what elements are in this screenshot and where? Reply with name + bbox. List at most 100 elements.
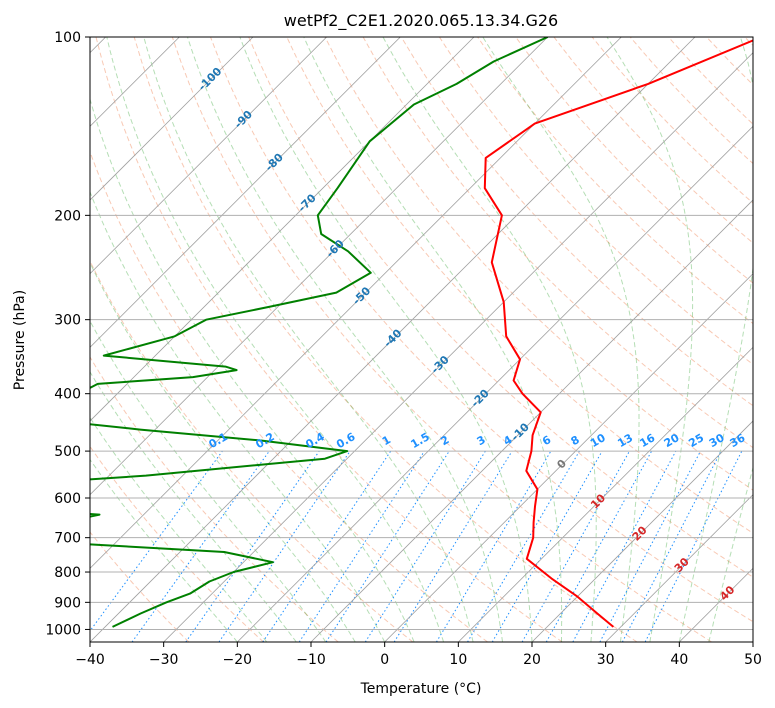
x-tick-label: −20 <box>223 652 253 668</box>
dry-adiabat-line <box>90 445 264 642</box>
moist-adiabat-line <box>239 37 533 642</box>
mixing-ratio-label: 1 <box>380 433 393 448</box>
mixing-ratio-line <box>364 450 486 642</box>
mixing-ratio-label: 20 <box>662 431 682 450</box>
mixing-ratio-line <box>545 450 653 642</box>
x-tick-label: −40 <box>75 652 105 668</box>
x-axis-ticks: −40 −30 −20 −10 0 10 20 30 40 50 <box>75 642 762 668</box>
y-tick-label: 100 <box>54 30 81 46</box>
dry-adiabat-line <box>400 37 753 407</box>
dry-adiabat-line <box>90 531 190 642</box>
isotherm-line <box>163 52 753 642</box>
isotherm-line <box>90 37 327 275</box>
isotherm-line <box>679 567 753 642</box>
dry-adiabat-line <box>515 37 753 284</box>
mixing-ratio-label: 36 <box>728 431 748 450</box>
moist-adiabat-line <box>90 458 238 642</box>
dry-adiabat-line <box>362 37 753 449</box>
y-tick-label: 200 <box>54 208 81 224</box>
mixing-ratio-label: 16 <box>637 431 657 450</box>
y-axis-ticks: 100 200 300 400 500 600 700 800 900 1000 <box>45 30 90 638</box>
x-tick-label: 20 <box>523 652 541 668</box>
x-tick-label: 0 <box>380 652 389 668</box>
mixing-ratio-line <box>185 450 320 642</box>
pressure-gridlines <box>90 37 753 630</box>
isotherm-line <box>90 37 696 642</box>
y-tick-label: 400 <box>54 387 81 403</box>
dry-adiabat-label: -80 <box>263 150 286 173</box>
moist-adiabat-line <box>482 37 640 642</box>
mixing-ratio-label: 8 <box>569 433 582 448</box>
isotherm-line <box>605 494 753 642</box>
dry-adiabat-label: 10 <box>588 491 608 511</box>
dry-adiabat-label: -30 <box>429 353 452 376</box>
y-tick-label: 600 <box>54 491 81 507</box>
y-tick-label: 900 <box>54 595 81 611</box>
dry-adiabat-label: 40 <box>717 583 737 603</box>
mixing-ratio-line <box>644 450 743 642</box>
mixing-ratio-label: 2 <box>438 433 451 448</box>
dry-adiabat-line <box>95 37 563 642</box>
moist-adiabat-line <box>106 37 445 642</box>
moist-adiabat-line <box>90 320 327 642</box>
x-tick-label: 40 <box>670 652 688 668</box>
dry-adiabat-label: 20 <box>630 523 650 543</box>
isotherm-line <box>90 37 254 201</box>
mixing-ratio-label: 6 <box>540 433 553 448</box>
y-tick-label: 300 <box>54 313 81 329</box>
temperature-line <box>483 39 753 628</box>
dry-adiabat-label: -60 <box>324 237 347 260</box>
isotherm-line <box>90 37 548 496</box>
mixing-ratio-line <box>131 450 270 642</box>
mixing-ratio-label: 1.5 <box>408 430 431 451</box>
y-tick-label: 800 <box>54 565 81 581</box>
mixing-ratio-line <box>467 450 580 642</box>
mixing-ratio-line <box>90 450 223 632</box>
x-tick-label: 10 <box>449 652 467 668</box>
dry-adiabat-line <box>248 37 753 578</box>
isotherm-line <box>310 199 753 642</box>
y-axis-label: Pressure (hPa) <box>12 290 28 390</box>
dry-adiabat-label: -10 <box>509 420 532 443</box>
dry-adiabat-line <box>133 37 638 642</box>
dry-adiabat-line <box>171 37 712 642</box>
x-tick-label: −30 <box>149 652 179 668</box>
isotherm-line <box>90 37 401 348</box>
moist-adiabat-line <box>90 416 268 642</box>
x-tick-label: 30 <box>597 652 615 668</box>
isotherm-line <box>384 273 753 642</box>
dry-adiabat-line <box>744 37 753 47</box>
isotherm-line <box>458 346 753 642</box>
mixing-ratio-line <box>325 450 450 642</box>
plot-frame <box>89 36 754 643</box>
moist-adiabat-line <box>382 37 597 642</box>
moist-adiabat-line <box>303 37 563 642</box>
moist-adiabat-line <box>90 261 356 642</box>
mixing-ratio-line <box>521 450 630 642</box>
mixing-ratio-label: 3 <box>475 433 488 448</box>
dry-adiabat-line <box>591 37 753 204</box>
mixing-ratio-line <box>298 450 425 642</box>
y-tick-label: 500 <box>54 444 81 460</box>
y-tick-label: 1000 <box>45 622 81 638</box>
moist-adiabat-line <box>708 465 753 642</box>
profile-series <box>90 37 753 628</box>
dry-adiabat-line <box>90 356 339 642</box>
isotherm-line <box>237 125 753 642</box>
dry-adiabat-line <box>90 150 488 642</box>
dry-adiabat-line <box>210 37 753 623</box>
dry-adiabat-label: -40 <box>381 326 404 349</box>
dry-adiabat-label: -90 <box>232 108 255 131</box>
dry-adiabat-label: -100 <box>196 65 225 94</box>
mixing-ratio-label: 0.2 <box>253 430 276 451</box>
mixing-ratio-line <box>218 450 351 642</box>
mixing-ratio-line <box>435 450 552 642</box>
dry-adiabat-line <box>324 37 753 491</box>
chart-title: wetPf2_C2E1.2020.065.13.34.G26 <box>284 11 558 31</box>
moist-adiabat-line <box>678 37 753 642</box>
dry-adiabat-line <box>438 37 753 366</box>
dewpoint-line <box>90 37 549 628</box>
mixing-ratio-line <box>599 450 701 642</box>
moist-adiabat-line <box>187 37 503 642</box>
